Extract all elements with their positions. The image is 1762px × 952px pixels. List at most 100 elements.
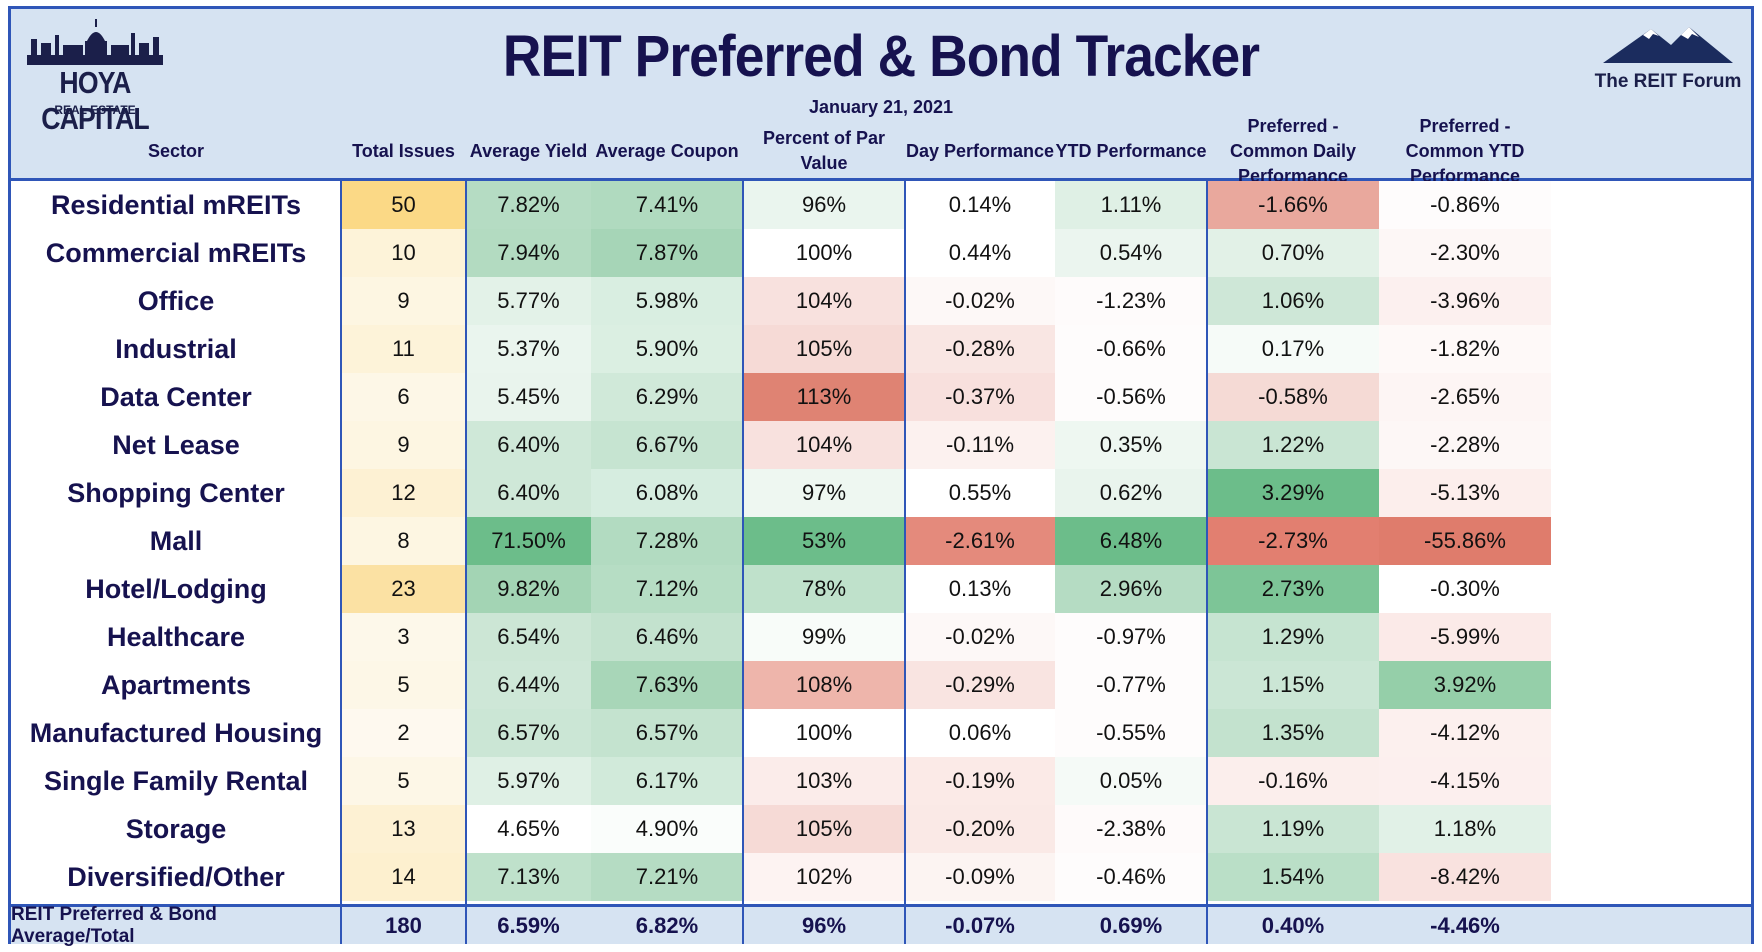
cell-ytd: -0.97% xyxy=(1055,613,1207,661)
cell-sector: Residential mREITs xyxy=(50,189,302,220)
cell-day: -0.29% xyxy=(905,661,1055,709)
cell-yield: 4.65% xyxy=(466,805,591,853)
cell-day: 0.55% xyxy=(905,469,1055,517)
cell-par: 102% xyxy=(743,853,905,901)
col-header-percent-par: Percent of Par Value xyxy=(762,128,886,173)
table-row: Office 9 5.77% 5.98% 104% -0.02% -1.23% 1.06% -3… xyxy=(11,277,1751,325)
table-row: Mall 8 71.50% 7.28% 53% -2.61% 6.48% -2.73% -55.… xyxy=(11,517,1751,565)
cell-sector: Mall xyxy=(149,525,203,556)
cell-pc-ytd: -4.15% xyxy=(1379,757,1551,805)
header: HOYA CAPITAL REAL ESTATE REIT Preferred … xyxy=(11,9,1751,186)
cell-day: -0.11% xyxy=(905,421,1055,469)
total-day: -0.07% xyxy=(945,912,1015,938)
table-row: Net Lease 9 6.40% 6.67% 104% -0.11% 0.35% 1.22%… xyxy=(11,421,1751,469)
cell-par: 100% xyxy=(743,709,905,757)
cell-issues: 9 xyxy=(341,277,466,325)
table-row: Manufactured Housing 2 6.57% 6.57% 100% 0.06%… xyxy=(11,709,1751,757)
cell-coupon: 7.63% xyxy=(591,661,743,709)
cell-ytd: -1.23% xyxy=(1055,277,1207,325)
cell-issues: 8 xyxy=(341,517,466,565)
cell-sector: Diversified/Other xyxy=(67,861,285,892)
cell-pc-daily: 1.15% xyxy=(1207,661,1379,709)
cell-issues: 5 xyxy=(341,757,466,805)
logo-left-line1: HOYA CAPITAL xyxy=(41,65,149,136)
cell-sector: Office xyxy=(137,285,215,316)
cell-issues: 12 xyxy=(341,469,466,517)
cell-day: 0.13% xyxy=(905,565,1055,613)
cell-pc-ytd: -55.86% xyxy=(1379,517,1551,565)
cell-pc-ytd: -8.42% xyxy=(1379,853,1551,901)
cell-sector: Net Lease xyxy=(112,429,240,460)
cell-pc-daily: 1.06% xyxy=(1207,277,1379,325)
table-row: Industrial 11 5.37% 5.90% 105% -0.28% -0.66% 0.… xyxy=(11,325,1751,373)
cell-coupon: 7.28% xyxy=(591,517,743,565)
cell-coupon: 7.21% xyxy=(591,853,743,901)
cell-issues: 6 xyxy=(341,373,466,421)
cell-pc-ytd: -0.86% xyxy=(1379,181,1551,229)
cell-pc-daily: -0.58% xyxy=(1207,373,1379,421)
cell-sector: Hotel/Lodging xyxy=(85,573,267,604)
cell-day: -0.20% xyxy=(905,805,1055,853)
divider-line xyxy=(465,181,467,944)
total-pc-daily: 0.40% xyxy=(1261,912,1325,938)
cell-ytd: 0.62% xyxy=(1055,469,1207,517)
divider-line xyxy=(904,181,906,944)
cell-pc-ytd: -5.13% xyxy=(1379,469,1551,517)
cell-issues: 50 xyxy=(341,181,466,229)
logo-right-text: The REIT Forum xyxy=(1594,71,1742,92)
table-row: Hotel/Lodging 23 9.82% 7.12% 78% 0.13% 2.96% 2.… xyxy=(11,565,1751,613)
cell-pc-daily: 1.19% xyxy=(1207,805,1379,853)
cell-pc-daily: -0.16% xyxy=(1207,757,1379,805)
cell-coupon: 6.57% xyxy=(591,709,743,757)
cell-issues: 10 xyxy=(341,229,466,277)
cell-issues: 5 xyxy=(341,661,466,709)
cell-ytd: -0.46% xyxy=(1055,853,1207,901)
cell-day: 0.44% xyxy=(905,229,1055,277)
logo-left-line2: REAL ESTATE xyxy=(54,103,136,117)
cell-coupon: 7.41% xyxy=(591,181,743,229)
col-header-average-coupon: Average Coupon xyxy=(595,140,739,161)
cell-coupon: 5.90% xyxy=(591,325,743,373)
cell-pc-daily: 0.17% xyxy=(1207,325,1379,373)
cell-issues: 9 xyxy=(341,421,466,469)
total-ytd: 0.69% xyxy=(1099,912,1163,938)
col-header-pc-daily: Preferred - Common Daily Performance xyxy=(1229,115,1357,186)
cell-coupon: 7.87% xyxy=(591,229,743,277)
col-header-pc-ytd: Preferred - Common YTD Performance xyxy=(1405,115,1525,186)
cell-yield: 7.94% xyxy=(466,229,591,277)
cell-yield: 7.13% xyxy=(466,853,591,901)
cell-par: 104% xyxy=(743,421,905,469)
total-sector: REIT Preferred & Bond Average/Total xyxy=(11,903,217,947)
cell-pc-daily: 1.35% xyxy=(1207,709,1379,757)
total-par: 96% xyxy=(801,912,847,938)
cell-coupon: 7.12% xyxy=(591,565,743,613)
cell-day: -2.61% xyxy=(905,517,1055,565)
col-header-average-yield: Average Yield xyxy=(469,140,588,161)
cell-issues: 3 xyxy=(341,613,466,661)
cell-issues: 14 xyxy=(341,853,466,901)
cell-day: -0.37% xyxy=(905,373,1055,421)
cell-day: -0.09% xyxy=(905,853,1055,901)
cell-issues: 11 xyxy=(341,325,466,373)
cell-ytd: 2.96% xyxy=(1055,565,1207,613)
cell-coupon: 6.46% xyxy=(591,613,743,661)
divider-line xyxy=(742,181,744,944)
cell-ytd: 6.48% xyxy=(1055,517,1207,565)
total-row: REIT Preferred & Bond Average/Total 180 … xyxy=(11,903,1751,947)
table-row: Single Family Rental 5 5.97% 6.17% 103% -0.19… xyxy=(11,757,1751,805)
cell-day: -0.28% xyxy=(905,325,1055,373)
cell-ytd: 1.11% xyxy=(1055,181,1207,229)
cell-par: 97% xyxy=(743,469,905,517)
cell-coupon: 6.08% xyxy=(591,469,743,517)
col-header-day-performance: Day Performance xyxy=(905,140,1055,161)
cell-yield: 6.57% xyxy=(466,709,591,757)
cell-pc-ytd: 3.92% xyxy=(1379,661,1551,709)
cell-ytd: -0.77% xyxy=(1055,661,1207,709)
cell-ytd: -2.38% xyxy=(1055,805,1207,853)
col-header-ytd-performance: YTD Performance xyxy=(1055,140,1207,161)
cell-par: 78% xyxy=(743,565,905,613)
cell-pc-daily: 1.54% xyxy=(1207,853,1379,901)
cell-sector: Storage xyxy=(125,813,227,844)
cell-yield: 6.40% xyxy=(466,469,591,517)
cell-yield: 5.97% xyxy=(466,757,591,805)
